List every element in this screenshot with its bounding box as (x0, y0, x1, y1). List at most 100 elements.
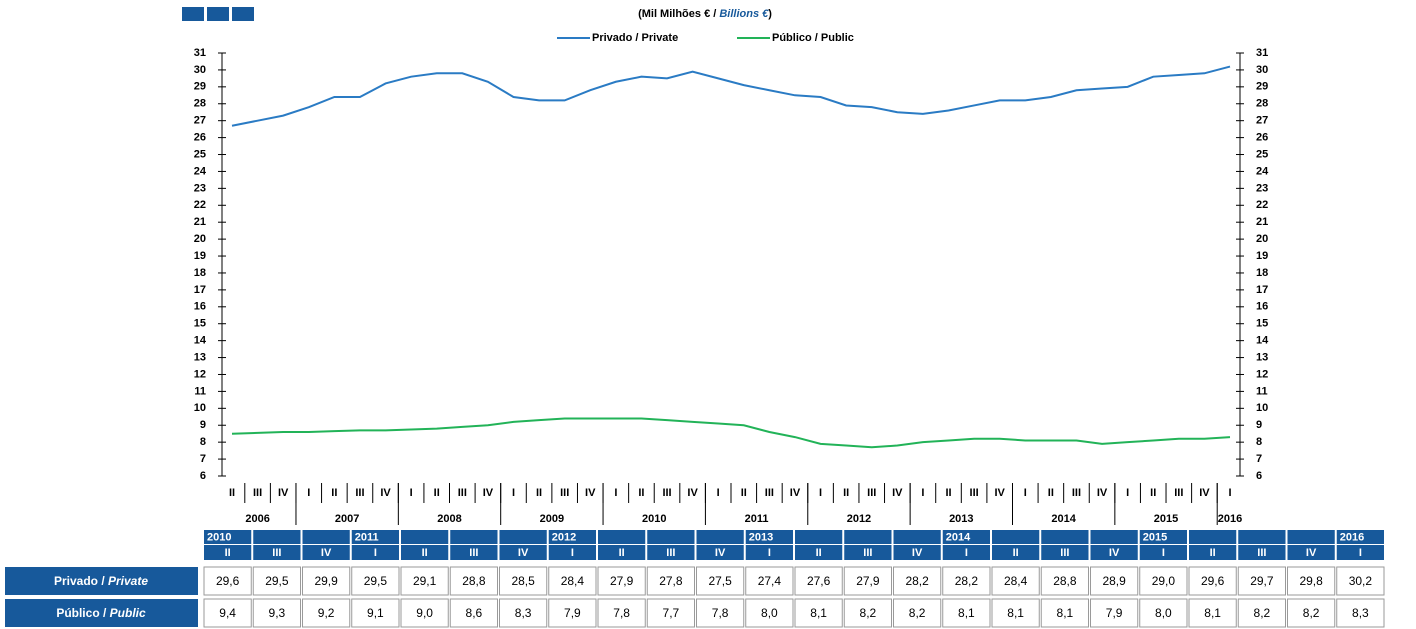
table-value: 8,2 (1254, 606, 1271, 620)
x-group-label: 2014 (1051, 513, 1076, 525)
y2-tick-label: 13 (1256, 351, 1268, 363)
table-cell (1336, 598, 1385, 628)
y-tick-label: 28 (194, 98, 206, 110)
table-header-cell (302, 530, 350, 544)
table-header-cell (1090, 545, 1138, 560)
table-value: 29,6 (1201, 574, 1225, 588)
table-cell (449, 598, 498, 628)
table-year: 2010 (207, 531, 231, 543)
table-cell (351, 598, 400, 628)
table-value: 28,5 (511, 574, 535, 588)
x-tick-label: II (536, 487, 542, 499)
table-value: 27,5 (708, 574, 732, 588)
table-cell (302, 598, 351, 628)
table-quarter: IV (1109, 547, 1120, 559)
table-cell (449, 566, 498, 596)
y-tick-label: 6 (200, 470, 206, 482)
y2-tick-label: 26 (1256, 132, 1268, 144)
table-cell (794, 566, 843, 596)
x-tick-label: I (512, 487, 515, 499)
table-quarter: I (1162, 547, 1165, 559)
y2-tick-label: 23 (1256, 182, 1268, 194)
table-value: 8,0 (761, 606, 778, 620)
table-header-cell (1238, 545, 1286, 560)
table-value: 29,7 (1250, 574, 1274, 588)
y-tick-label: 12 (194, 368, 206, 380)
table-value: 8,1 (1007, 606, 1024, 620)
table-quarter: III (666, 547, 675, 559)
y2-tick-label: 29 (1256, 81, 1268, 93)
table-value: 9,2 (318, 606, 335, 620)
table-value: 28,8 (462, 574, 486, 588)
y-tick-label: 22 (194, 199, 206, 211)
table-cell (696, 566, 745, 596)
table-header-cell (351, 530, 399, 544)
x-group-label: 2016 (1218, 513, 1242, 525)
table-value: 27,8 (659, 574, 683, 588)
table-value: 29,0 (1152, 574, 1176, 588)
table-header-cell (548, 530, 596, 544)
table-header-cell (992, 530, 1040, 544)
table-header-cell (450, 545, 498, 560)
x-tick-label: IV (278, 487, 289, 499)
x-tick-label: III (458, 487, 467, 499)
x-tick-label: I (1228, 487, 1231, 499)
y2-tick-label: 19 (1256, 250, 1268, 262)
table-quarter: IV (912, 547, 923, 559)
table-cell (794, 598, 843, 628)
x-tick-label: II (434, 487, 440, 499)
table-cell (942, 598, 991, 628)
table-year: 2014 (946, 531, 971, 543)
y-tick-label: 15 (194, 318, 206, 330)
table-value: 29,9 (314, 574, 338, 588)
table-value: 29,5 (364, 574, 388, 588)
x-tick-label: IV (790, 487, 801, 499)
table-cell (499, 598, 548, 628)
y2-tick-label: 11 (1256, 385, 1268, 397)
table-value: 29,6 (216, 574, 240, 588)
x-group-label: 2008 (437, 513, 461, 525)
table-value: 7,7 (663, 606, 680, 620)
table-quarter: I (965, 547, 968, 559)
x-tick-label: II (229, 487, 235, 499)
y-tick-label: 30 (194, 64, 206, 76)
table-year: 2012 (552, 531, 576, 543)
table-year: 2013 (749, 531, 773, 543)
x-tick-label: III (560, 487, 569, 499)
y2-tick-label: 20 (1256, 233, 1268, 245)
logo-block (232, 7, 254, 21)
y-tick-label: 29 (194, 81, 206, 93)
table-cell (400, 566, 449, 596)
table-value: 8,2 (860, 606, 877, 620)
table-header-cell (647, 530, 695, 544)
table-quarter: II (1013, 547, 1019, 559)
x-tick-label: IV (687, 487, 698, 499)
table-cell (252, 598, 301, 628)
table-cell (745, 566, 794, 596)
y-tick-label: 10 (194, 402, 206, 414)
y-tick-label: 26 (194, 132, 206, 144)
table-cell (1090, 598, 1139, 628)
series-line (231, 417, 1231, 449)
table-header-cell (844, 530, 892, 544)
table-header-cell (1238, 530, 1286, 544)
x-tick-label: III (1174, 487, 1183, 499)
x-tick-label: III (970, 487, 979, 499)
y-tick-label: 16 (194, 301, 206, 313)
y-tick-label: 8 (200, 436, 206, 448)
table-header-cell (1287, 530, 1335, 544)
table-cell (1188, 566, 1237, 596)
table-header-cell (1189, 530, 1237, 544)
y-tick-label: 13 (194, 351, 206, 363)
table-cell (203, 598, 252, 628)
x-group-label: 2009 (540, 513, 564, 525)
table-cell (499, 566, 548, 596)
x-group-label: 2012 (847, 513, 871, 525)
y2-tick-label: 17 (1256, 284, 1268, 296)
table-header-cell (204, 545, 252, 560)
table-header-cell (1139, 530, 1187, 544)
table-value: 9,4 (219, 606, 236, 620)
row-label-pt: Público / (56, 606, 109, 620)
row-label: Público / Public (56, 606, 146, 620)
